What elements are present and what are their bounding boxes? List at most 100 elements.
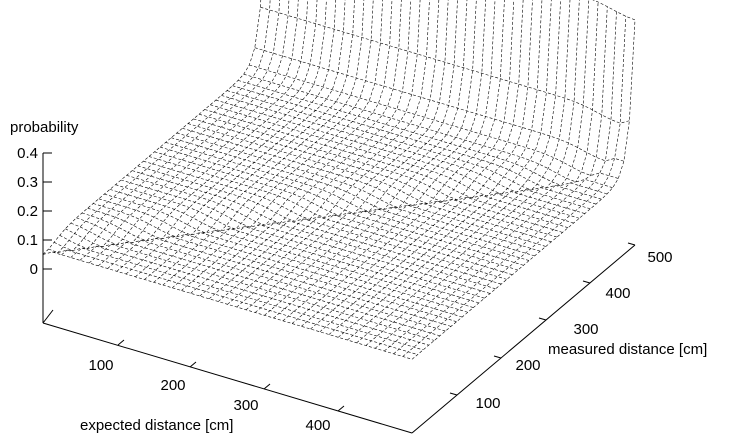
mesh-line-expected [181, 0, 402, 291]
mesh-line-expected [79, 0, 299, 261]
mesh-line-measured [204, 109, 574, 224]
mesh-line-measured [143, 160, 513, 275]
mesh-line-measured [98, 198, 468, 313]
mesh-line-measured [215, 99, 585, 214]
mesh-line-measured [193, 118, 563, 233]
mesh-line-measured [109, 189, 479, 304]
mesh-line-expected [208, 0, 430, 300]
x-tick [117, 339, 125, 346]
x-tick-label: 300 [233, 397, 258, 414]
mesh-line-expected [255, 0, 477, 313]
mesh-line-measured [160, 146, 530, 261]
mesh-line-expected [199, 0, 421, 297]
x-tick-label: 100 [88, 357, 113, 374]
mesh-line-measured [254, 47, 624, 162]
x-tick-label: 400 [305, 417, 330, 434]
mesh-line-measured [115, 184, 485, 299]
mesh-line-measured [87, 207, 457, 322]
mesh-line-measured [48, 248, 418, 355]
mesh-line-measured [137, 165, 507, 280]
y-tick-label: 200 [515, 357, 540, 374]
mesh-line-measured [221, 95, 591, 210]
mesh-line-measured [187, 123, 558, 238]
back-left-line [42, 309, 54, 324]
mesh-line-expected [70, 0, 290, 258]
mesh-line-expected [190, 0, 412, 294]
z-tick-label: 0 [30, 261, 38, 278]
mesh-line-measured [76, 217, 446, 332]
mesh-line-expected [374, 1, 599, 349]
mesh-line-expected [393, 11, 617, 355]
x-axis-label: expected distance [cm] [80, 417, 233, 434]
mesh-line-measured [199, 113, 569, 228]
mesh-line-measured [65, 228, 435, 341]
y-axis-label: measured distance [cm] [548, 341, 707, 358]
axes [42, 152, 636, 434]
z-tick-label: 0.2 [17, 203, 38, 220]
x-tick-label: 200 [160, 377, 185, 394]
mesh-line-measured [249, 64, 619, 179]
mesh-line-expected [291, 0, 515, 324]
mesh-line-measured [182, 128, 552, 243]
x-axis-line [42, 322, 413, 434]
y-tick-label: 100 [475, 395, 500, 412]
y-tick-label: 400 [605, 285, 630, 302]
mesh-line-measured [210, 104, 580, 219]
mesh-line-expected [88, 0, 308, 264]
z-tick-label: 0.1 [17, 232, 38, 249]
mesh-line-expected [328, 0, 552, 335]
x-tick [263, 383, 271, 390]
mesh-line-expected [227, 0, 449, 305]
y-tick [538, 317, 547, 321]
mesh-line-expected [402, 16, 627, 357]
mesh-line-expected [162, 0, 383, 286]
mesh-line-measured [53, 242, 424, 351]
y-tick [493, 355, 502, 359]
mesh-line-expected [411, 19, 636, 360]
mesh-line-measured [93, 203, 463, 318]
mesh-line-measured [148, 156, 518, 271]
mesh-line-measured [70, 222, 440, 337]
mesh-line-expected [273, 0, 496, 319]
mesh-line-expected [107, 0, 327, 269]
y-axis-line [411, 244, 636, 434]
mesh-line-measured [126, 175, 496, 290]
labels: probability 0.4 0.3 0.2 0.1 0 100 200 30… [10, 119, 707, 434]
mesh-line-expected [172, 0, 393, 289]
mesh-line-expected [347, 0, 571, 341]
z-axis-label: probability [10, 119, 79, 136]
mesh-line-measured [104, 193, 474, 308]
mesh-line-expected [236, 0, 458, 308]
y-tick [627, 242, 636, 246]
mesh-line-expected [282, 0, 505, 322]
mesh-line-measured [132, 170, 502, 285]
mesh-line-expected [218, 0, 440, 302]
mesh-line-measured [238, 80, 608, 195]
mesh-line-measured [226, 90, 597, 205]
mesh-line-expected [52, 0, 271, 253]
y-tick [582, 280, 591, 284]
mesh-line-expected [384, 6, 608, 352]
mesh-line-measured [120, 179, 491, 294]
surface-mesh [42, 0, 636, 360]
y-tick [449, 392, 458, 396]
mesh-line-measured [243, 73, 613, 188]
mesh-line-expected [61, 0, 280, 256]
x-tick [189, 361, 197, 368]
x-tick [337, 405, 345, 412]
z-tick-label: 0.3 [17, 174, 38, 191]
mesh-line-measured [592, 0, 636, 21]
mesh-line-measured [154, 151, 524, 266]
y-tick-label: 500 [647, 249, 672, 266]
mesh-line-measured [59, 235, 429, 346]
mesh-line-measured [260, 6, 630, 124]
mesh-line-expected [98, 0, 318, 267]
mesh-line-expected [245, 0, 468, 311]
z-tick-label: 0.4 [17, 145, 38, 162]
mesh-line-measured [81, 212, 452, 327]
mesh-line-measured [42, 251, 413, 360]
mesh-line-expected [264, 0, 486, 316]
mesh-line-measured [232, 85, 602, 200]
y-tick-label: 300 [573, 321, 598, 338]
